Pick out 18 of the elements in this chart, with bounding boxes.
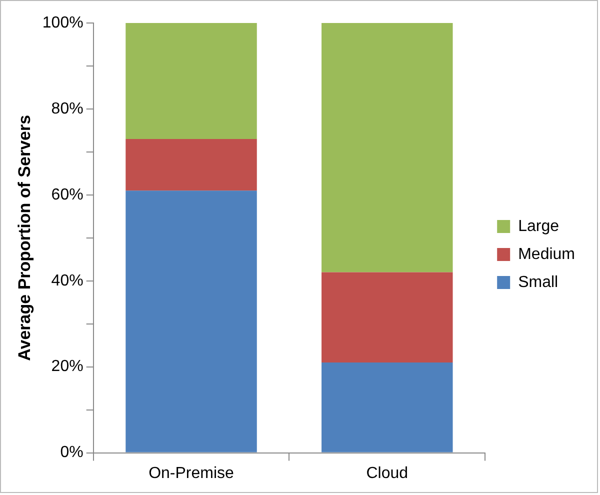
y-tick-label: 40% [51,272,84,290]
y-tick-label: 60% [51,186,84,204]
y-tick-label: 20% [51,358,84,376]
y-tick-label: 100% [42,14,84,32]
y-tick-label: 80% [51,100,84,118]
bar [126,23,257,140]
y-axis-title: Average Proportion of Servers [14,114,34,361]
legend-label: Small [518,274,558,291]
bar [126,190,257,452]
bar [322,23,453,272]
y-tick-label: 0% [60,444,84,462]
bar [322,362,453,452]
legend-label: Large [518,218,560,235]
x-tick-label: On-Premise [148,464,234,482]
bar [126,139,257,191]
legend-label: Medium [518,246,575,263]
x-tick-label: Cloud [366,464,408,482]
bar [322,272,453,363]
